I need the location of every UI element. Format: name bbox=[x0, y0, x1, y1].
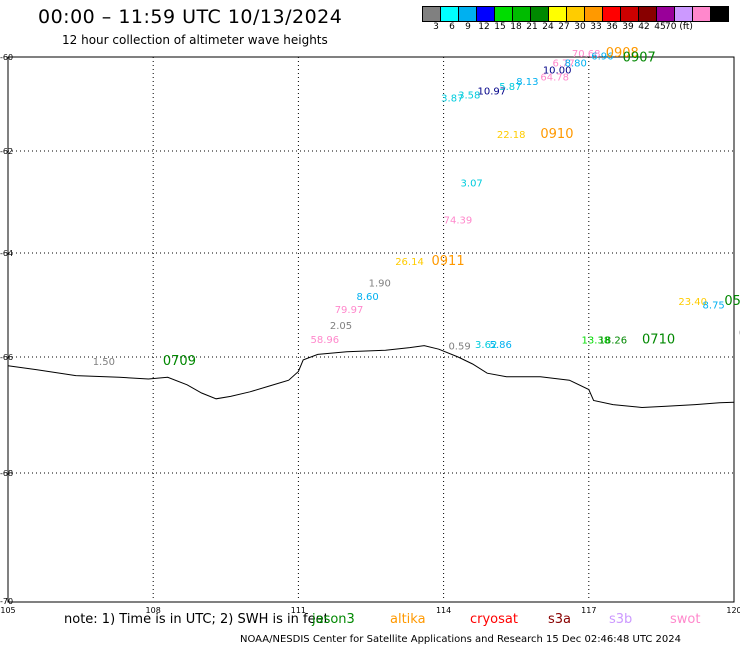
wave-height-labels: 1.50 0709 58.96 2.05 79.97 8.60 1.90 26.14 0911 7… bbox=[93, 46, 740, 369]
longitude-tick-label: 111 bbox=[291, 606, 306, 615]
wave-height-label: 3.07 bbox=[461, 179, 483, 190]
color-scale-label: 18 bbox=[510, 22, 522, 32]
wave-height-label: 8.13 bbox=[516, 77, 538, 88]
legend-item-cryosat: cryosat bbox=[470, 612, 518, 627]
wave-height-label: 8.60 bbox=[356, 292, 378, 303]
wave-height-label: 0.59 bbox=[448, 342, 470, 353]
map-subtitle: 12 hour collection of altimeter wave hei… bbox=[62, 33, 328, 47]
color-scale-label: 45 bbox=[654, 22, 666, 32]
wave-height-label: 3.58 bbox=[458, 90, 480, 101]
wave-height-label: 6.96 bbox=[591, 51, 613, 62]
latitude-tick-label: -62 bbox=[0, 147, 13, 156]
wave-height-label: 18.26 bbox=[598, 335, 627, 346]
wave-height-label: 10.00 bbox=[543, 65, 572, 76]
footnote: note: 1) Time is in UTC; 2) SWH is in fe… bbox=[64, 612, 329, 627]
pass-time-label: 0907 bbox=[623, 51, 656, 66]
color-scale-label: 36 bbox=[606, 22, 618, 32]
wave-height-label: 22.18 bbox=[497, 130, 526, 141]
color-swatch bbox=[710, 6, 729, 22]
longitude-tick-label: 105 bbox=[0, 606, 15, 615]
latitude-tick-label: -66 bbox=[0, 353, 13, 362]
wave-height-label: 2.05 bbox=[330, 321, 352, 332]
color-scale-label: 70 (ft) bbox=[665, 22, 693, 32]
longitude-tick-label: 117 bbox=[581, 606, 596, 615]
latitude-ticks: -60 -62 -64 -66 -68 -70 bbox=[0, 53, 13, 606]
wave-height-label: 26.14 bbox=[395, 257, 424, 268]
map-frame bbox=[7, 56, 735, 603]
color-scale-label: 33 bbox=[590, 22, 602, 32]
map-title: 00:00 – 11:59 UTC 10/13/2024 bbox=[38, 6, 343, 28]
legend-item-swot: swot bbox=[670, 612, 701, 627]
wave-height-label: 13.38 bbox=[582, 335, 611, 346]
wave-height-label: 23.40 bbox=[678, 297, 707, 308]
wave-height-label: 70.68 bbox=[572, 49, 601, 60]
wave-height-label: 74.39 bbox=[444, 215, 473, 226]
color-scale-label: 24 bbox=[542, 22, 554, 32]
latitude-tick-label: -68 bbox=[0, 469, 13, 478]
latitude-tick-label: -60 bbox=[0, 53, 13, 62]
longitude-tick-label: 114 bbox=[436, 606, 451, 615]
lat-lon-grid bbox=[8, 57, 734, 601]
latitude-tick-label: -70 bbox=[0, 597, 13, 606]
wave-height-label: 10.97 bbox=[477, 87, 506, 98]
wave-height-label: 6.77 bbox=[553, 58, 575, 69]
longitude-ticks: 105 108 111 114 117 120 bbox=[0, 606, 740, 615]
color-scale-label: 9 bbox=[465, 22, 471, 32]
wave-height-label: 1.90 bbox=[369, 278, 391, 289]
wave-height-label: 3.87 bbox=[441, 94, 463, 105]
wave-height-label: 79.97 bbox=[335, 305, 364, 316]
wave-height-label: 8.75 bbox=[703, 301, 725, 312]
wave-height-label: 1.50 bbox=[93, 357, 115, 368]
antarctic-coastline bbox=[7, 345, 735, 409]
wave-height-label: 5.86 bbox=[490, 340, 512, 351]
pass-time-label: 0908 bbox=[606, 46, 639, 61]
pass-time-label: 0709 bbox=[163, 354, 196, 369]
credit-line: NOAA/NESDIS Center for Satellite Applica… bbox=[240, 634, 682, 645]
wave-height-label: 8.80 bbox=[565, 58, 587, 69]
pass-time-label: 0910 bbox=[540, 127, 573, 142]
wave-height-label: 64.78 bbox=[540, 73, 569, 84]
color-scale-bar bbox=[422, 6, 729, 22]
color-scale-label: 3 bbox=[433, 22, 439, 32]
color-scale-label: 12 bbox=[478, 22, 490, 32]
color-scale-label: 15 bbox=[494, 22, 506, 32]
color-scale-label: 42 bbox=[638, 22, 650, 32]
wave-height-label: 0 bbox=[739, 328, 740, 339]
color-scale-label: 30 bbox=[574, 22, 586, 32]
color-scale-label: 39 bbox=[622, 22, 634, 32]
legend-item-s3a: s3a bbox=[548, 612, 572, 627]
legend-item-altika: altika bbox=[390, 612, 426, 627]
color-scale-label: 6 bbox=[449, 22, 455, 32]
pass-time-label: 0911 bbox=[432, 254, 465, 269]
wave-height-label: 5.87 bbox=[499, 82, 521, 93]
wave-height-label: 58.96 bbox=[311, 335, 340, 346]
longitude-tick-label: 120 bbox=[726, 606, 740, 615]
legend-item-s3b: s3b bbox=[609, 612, 633, 627]
pass-time-label: 0514 bbox=[724, 294, 740, 309]
color-scale-label: 27 bbox=[558, 22, 570, 32]
latitude-tick-label: -64 bbox=[0, 249, 13, 258]
pass-time-label: 0710 bbox=[642, 332, 675, 347]
color-scale-label: 21 bbox=[526, 22, 538, 32]
legend-item-jason3: jason3 bbox=[312, 612, 355, 627]
wave-height-label: 3.62 bbox=[475, 340, 497, 351]
longitude-tick-label: 108 bbox=[146, 606, 161, 615]
